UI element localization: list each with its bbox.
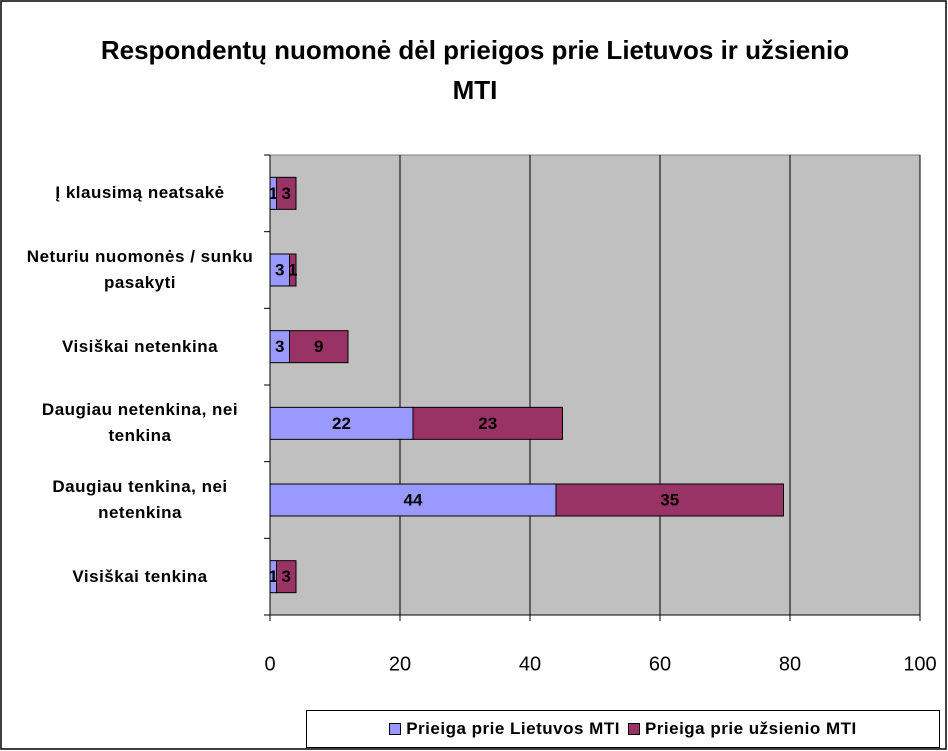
data-label: 9 xyxy=(314,337,323,356)
x-tick-label: 40 xyxy=(519,653,541,675)
y-tick-label: Visiškai tenkina xyxy=(72,566,208,586)
data-label: 1 xyxy=(269,184,278,203)
legend-label: Prieiga prie užsienio MTI xyxy=(644,719,857,738)
data-label: 23 xyxy=(478,414,497,433)
chart-title: Respondentų nuomonė dėl prieigos prie Li… xyxy=(100,35,850,105)
bar xyxy=(289,330,349,364)
data-label: 1 xyxy=(288,260,297,279)
y-tick-label: Neturiu nuomonės / sunku pasakyti xyxy=(26,246,254,292)
bar xyxy=(555,483,784,517)
bar xyxy=(269,406,414,440)
data-label: 3 xyxy=(275,337,284,356)
data-label: 3 xyxy=(275,260,284,279)
data-label: 1 xyxy=(269,567,278,586)
legend-label: Prieiga prie Lietuvos MTI xyxy=(406,719,620,738)
x-tick-label: 20 xyxy=(389,653,411,675)
bar xyxy=(276,176,297,210)
legend-item: Prieiga prie Lietuvos MTI xyxy=(389,719,620,739)
x-tick-label: 0 xyxy=(264,653,275,675)
y-tick-label: Visiškai netenkina xyxy=(61,336,219,356)
data-label: 22 xyxy=(332,414,351,433)
legend-swatch xyxy=(389,723,402,735)
y-tick-label: Į klausimą neatsakė xyxy=(55,183,225,203)
legend: Prieiga prie Lietuvos MTI Prieiga prie už… xyxy=(306,710,940,748)
y-tick-label: Daugiau netenkina, nei tenkina xyxy=(41,400,239,446)
data-label: 3 xyxy=(282,184,291,203)
bar xyxy=(412,406,563,440)
plot-area xyxy=(269,154,921,616)
bar xyxy=(289,253,297,287)
legend-swatch xyxy=(627,723,640,735)
x-tick-label: 100 xyxy=(903,653,936,675)
data-label: 35 xyxy=(660,490,679,509)
data-label: 3 xyxy=(282,567,291,586)
x-tick-label: 80 xyxy=(779,653,801,675)
y-tick-label: Daugiau tenkina, nei netenkina xyxy=(52,476,228,522)
bar xyxy=(276,560,297,594)
legend-item: Prieiga prie užsienio MTI xyxy=(627,719,857,739)
data-label: 44 xyxy=(404,490,423,509)
x-tick-label: 60 xyxy=(649,653,671,675)
